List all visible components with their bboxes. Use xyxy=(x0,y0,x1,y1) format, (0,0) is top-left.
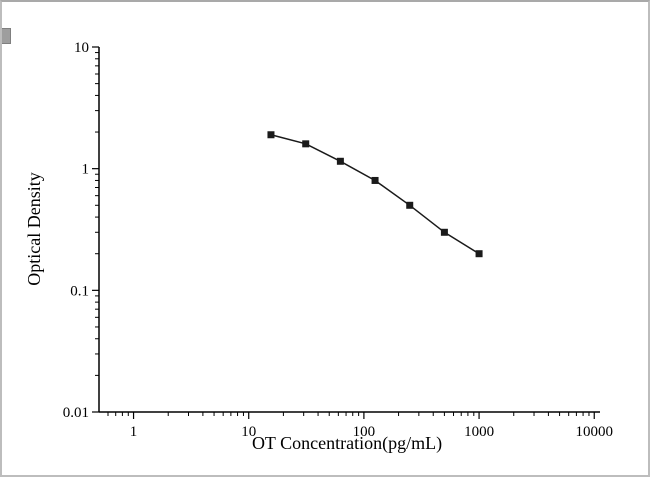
data-point-marker xyxy=(440,228,448,236)
screenshot-edge-artifact xyxy=(2,28,11,44)
data-point-marker xyxy=(371,176,379,184)
y-axis-title: Optical Density xyxy=(24,172,44,285)
data-point-marker xyxy=(406,201,414,209)
y-tick-label: 0.01 xyxy=(63,405,89,421)
y-tick-label: 1 xyxy=(82,162,90,178)
x-tick-label: 10000 xyxy=(575,424,613,440)
data-point-marker xyxy=(336,157,344,165)
x-tick-label: 1000 xyxy=(464,424,494,440)
y-tick-label: 0.1 xyxy=(70,283,89,299)
y-tick-label: 10 xyxy=(74,40,89,56)
x-tick-label: 10 xyxy=(241,424,256,440)
data-point-marker xyxy=(302,140,310,148)
x-tick-label: 1 xyxy=(130,424,138,440)
data-point-marker xyxy=(475,250,483,258)
x-tick-label: 100 xyxy=(353,424,376,440)
x-axis-title: OT Concentration(pg/mL) xyxy=(252,433,442,454)
data-point-marker xyxy=(267,131,275,139)
series-line xyxy=(270,134,480,255)
